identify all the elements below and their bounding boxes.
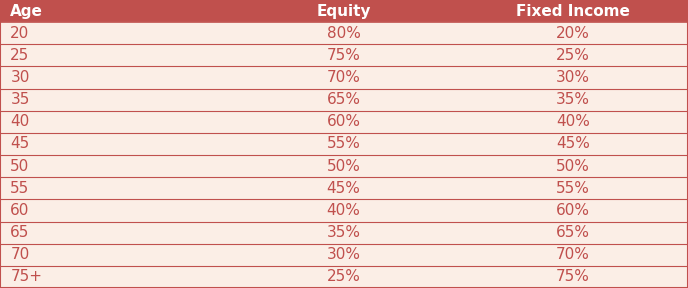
Bar	[0, 266, 688, 288]
Bar	[0, 89, 688, 111]
Bar	[0, 22, 688, 44]
Text: 80%: 80%	[327, 26, 361, 41]
Text: 75%: 75%	[327, 48, 361, 63]
Bar	[0, 177, 688, 199]
Text: 25%: 25%	[327, 269, 361, 285]
Text: Fixed Income: Fixed Income	[516, 3, 630, 19]
Text: 60%: 60%	[327, 114, 361, 129]
Bar	[0, 133, 688, 155]
Text: 70%: 70%	[556, 247, 590, 262]
Text: 65: 65	[10, 225, 30, 240]
Text: 65%: 65%	[327, 92, 361, 107]
Bar	[0, 44, 688, 67]
Text: Equity: Equity	[316, 3, 371, 19]
Text: 45%: 45%	[327, 181, 361, 196]
Bar	[0, 155, 688, 177]
Text: 20%: 20%	[556, 26, 590, 41]
Text: 45%: 45%	[556, 137, 590, 151]
Bar	[0, 67, 688, 89]
Bar	[0, 244, 688, 266]
Text: 70%: 70%	[327, 70, 361, 85]
Text: 55: 55	[10, 181, 30, 196]
Text: 40%: 40%	[556, 114, 590, 129]
Text: 35%: 35%	[556, 92, 590, 107]
Text: 50%: 50%	[327, 159, 361, 174]
Text: 25%: 25%	[556, 48, 590, 63]
Text: 50%: 50%	[556, 159, 590, 174]
Text: 40%: 40%	[327, 203, 361, 218]
Text: 55%: 55%	[556, 181, 590, 196]
Text: 55%: 55%	[327, 137, 361, 151]
Text: 75%: 75%	[556, 269, 590, 285]
Text: 50: 50	[10, 159, 30, 174]
Bar	[0, 111, 688, 133]
Text: 30%: 30%	[327, 247, 361, 262]
Text: 70: 70	[10, 247, 30, 262]
Text: Age: Age	[10, 3, 43, 19]
Bar	[0, 0, 688, 22]
Text: 30: 30	[10, 70, 30, 85]
Text: 75+: 75+	[10, 269, 43, 285]
Text: 65%: 65%	[556, 225, 590, 240]
Text: 45: 45	[10, 137, 30, 151]
Text: 60%: 60%	[556, 203, 590, 218]
Text: 40: 40	[10, 114, 30, 129]
Text: 35%: 35%	[327, 225, 361, 240]
Text: 20: 20	[10, 26, 30, 41]
Text: 30%: 30%	[556, 70, 590, 85]
Text: 60: 60	[10, 203, 30, 218]
Text: 35: 35	[10, 92, 30, 107]
Text: 25: 25	[10, 48, 30, 63]
Bar	[0, 199, 688, 221]
Bar	[0, 221, 688, 244]
